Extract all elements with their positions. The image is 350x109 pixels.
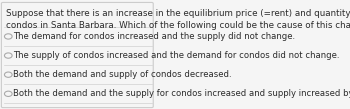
FancyBboxPatch shape	[1, 2, 153, 108]
Text: Both the demand and the supply for condos increased and supply increased by more: Both the demand and the supply for condo…	[13, 89, 350, 98]
Circle shape	[5, 34, 12, 39]
Circle shape	[5, 91, 12, 96]
Text: condos in Santa Barbara. Which of the following could be the cause of this chang: condos in Santa Barbara. Which of the fo…	[6, 21, 350, 30]
Text: Suppose that there is an increase in the equilibrium price (=rent) and quantity : Suppose that there is an increase in the…	[6, 9, 350, 18]
Text: The demand for condos increased and the supply did not change.: The demand for condos increased and the …	[13, 32, 295, 41]
Text: Both the demand and supply of condos decreased.: Both the demand and supply of condos dec…	[13, 70, 231, 79]
Circle shape	[5, 72, 12, 77]
Circle shape	[5, 53, 12, 58]
Text: The supply of condos increased and the demand for condos did not change.: The supply of condos increased and the d…	[13, 51, 339, 60]
